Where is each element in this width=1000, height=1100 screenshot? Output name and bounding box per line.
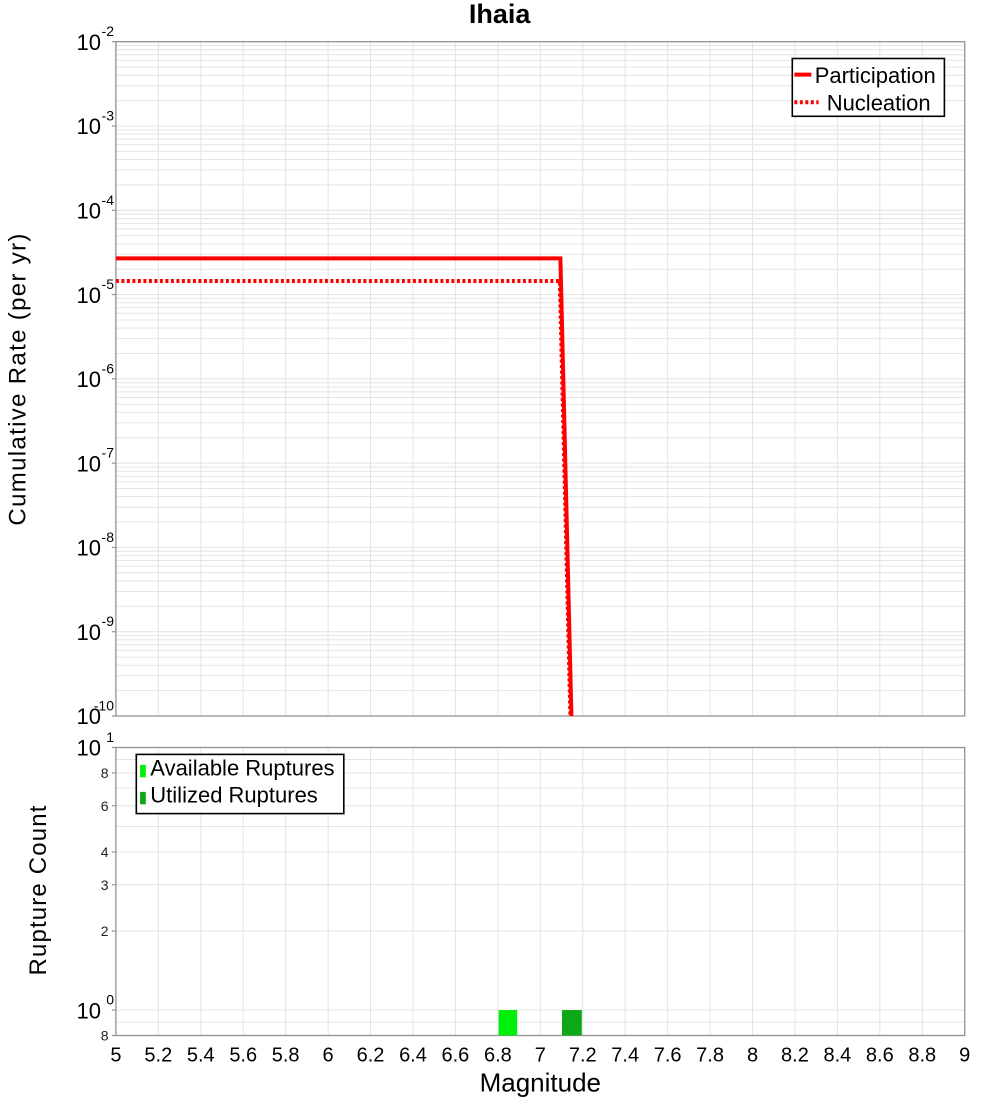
svg-text:Nucleation: Nucleation [827,91,931,116]
svg-text:10: 10 [77,620,101,645]
svg-text:-5: -5 [102,276,115,292]
svg-text:8.6: 8.6 [866,1044,894,1066]
svg-text:7.4: 7.4 [611,1044,639,1066]
svg-text:10: 10 [77,998,101,1023]
svg-text:10: 10 [77,451,101,476]
svg-text:-9: -9 [102,613,115,629]
svg-text:-8: -8 [102,529,115,545]
svg-text:6.6: 6.6 [442,1044,470,1066]
svg-text:7.8: 7.8 [696,1044,724,1066]
svg-text:10: 10 [77,283,101,308]
svg-text:5: 5 [110,1044,121,1066]
svg-text:-6: -6 [102,360,115,376]
svg-text:2: 2 [101,923,109,939]
svg-text:-7: -7 [102,445,115,461]
svg-text:-10: -10 [94,698,114,714]
svg-text:8: 8 [101,1028,109,1044]
svg-text:Rupture Count: Rupture Count [25,804,52,975]
svg-text:Available Ruptures: Available Ruptures [150,756,334,781]
svg-text:8: 8 [747,1044,758,1066]
svg-text:10: 10 [77,198,101,223]
svg-text:6.4: 6.4 [399,1044,427,1066]
svg-text:6: 6 [101,798,109,814]
svg-text:Magnitude: Magnitude [480,1068,601,1098]
svg-text:6.8: 6.8 [484,1044,512,1066]
svg-text:Cumulative Rate (per yr): Cumulative Rate (per yr) [5,232,32,525]
svg-text:8.8: 8.8 [908,1044,936,1066]
svg-text:1: 1 [106,729,114,745]
svg-text:Utilized Ruptures: Utilized Ruptures [150,783,318,808]
svg-text:10: 10 [77,536,101,561]
svg-text:5.2: 5.2 [144,1044,172,1066]
svg-text:-3: -3 [102,107,115,123]
svg-text:-2: -2 [102,23,115,39]
svg-text:6: 6 [323,1044,334,1066]
svg-text:3: 3 [101,877,109,893]
svg-text:10: 10 [77,367,101,392]
svg-text:10: 10 [77,736,101,761]
svg-text:-4: -4 [102,192,115,208]
svg-text:7.2: 7.2 [569,1044,597,1066]
svg-text:10: 10 [77,30,101,55]
svg-text:7: 7 [535,1044,546,1066]
svg-text:9: 9 [959,1044,970,1066]
svg-text:Ihaia: Ihaia [469,0,532,29]
svg-text:5.4: 5.4 [187,1044,215,1066]
svg-text:0: 0 [106,992,114,1008]
svg-text:7.6: 7.6 [654,1044,682,1066]
svg-text:4: 4 [101,844,109,860]
svg-text:Participation: Participation [815,63,936,88]
svg-text:8.4: 8.4 [823,1044,851,1066]
svg-text:5.8: 5.8 [272,1044,300,1066]
svg-text:10: 10 [77,704,101,729]
svg-text:8: 8 [101,765,109,781]
svg-text:5.6: 5.6 [229,1044,257,1066]
svg-text:6.2: 6.2 [357,1044,385,1066]
svg-text:8.2: 8.2 [781,1044,809,1066]
svg-text:10: 10 [77,114,101,139]
